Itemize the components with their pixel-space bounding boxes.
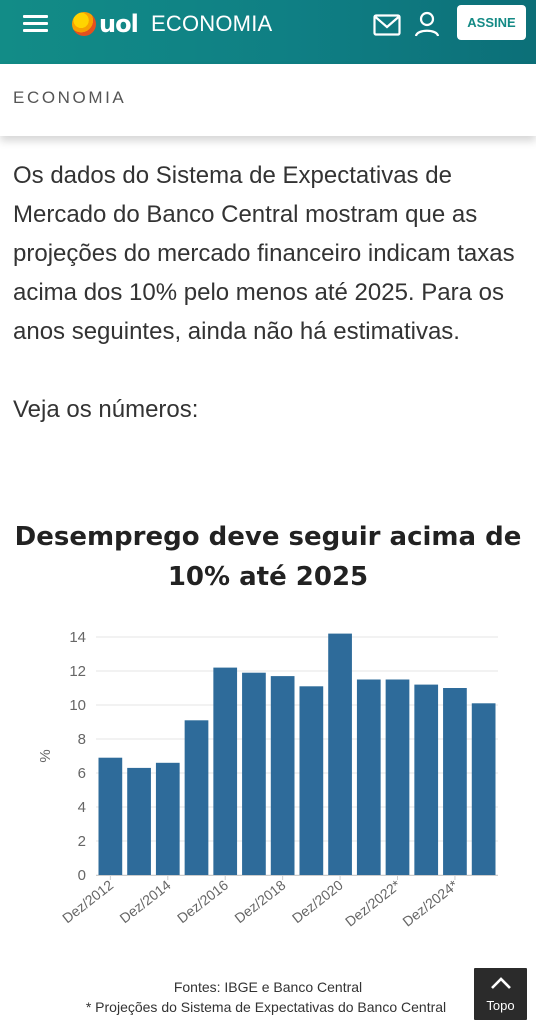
- x-tick-label: Dez/2024*: [399, 876, 461, 929]
- y-tick-label: 12: [69, 663, 86, 680]
- chart-note: * Projeções do Sistema de Expectativas d…: [0, 998, 536, 1016]
- bar: [242, 672, 266, 875]
- section-label[interactable]: ECONOMIA: [13, 88, 127, 107]
- x-tick-label: Dez/2020: [289, 877, 346, 927]
- uol-ball-icon: [72, 12, 96, 36]
- menu-icon[interactable]: [23, 13, 48, 35]
- bar: [328, 633, 352, 875]
- logo-text: uol: [99, 10, 139, 38]
- bar: [356, 679, 381, 875]
- x-tick-label: Dez/2022*: [342, 876, 404, 929]
- back-to-top-label: Topo: [486, 998, 515, 1013]
- bar: [299, 686, 324, 875]
- article-body: Os dados do Sistema de Expectativas de M…: [13, 156, 523, 429]
- bar: [155, 762, 180, 875]
- chart-title: Desemprego deve seguir acima de 10% até …: [14, 522, 522, 592]
- bar: [127, 767, 151, 875]
- bar: [471, 703, 496, 875]
- y-tick-label: 14: [69, 629, 86, 646]
- article-paragraph: Os dados do Sistema de Expectativas de M…: [13, 162, 515, 345]
- y-tick-label: 6: [78, 765, 86, 782]
- bar: [385, 679, 410, 875]
- bar: [270, 676, 295, 875]
- y-tick-label: 8: [78, 731, 86, 748]
- y-tick-label: 0: [78, 867, 86, 884]
- uol-logo[interactable]: uol: [72, 9, 139, 39]
- bar: [213, 667, 238, 875]
- chart-note-text: * Projeções do Sistema de Expectativas d…: [85, 999, 447, 1015]
- x-tick-label: Dez/2012: [59, 877, 116, 927]
- bar: [98, 757, 123, 875]
- chevron-up-icon: [491, 977, 511, 989]
- back-to-top-button[interactable]: Topo: [474, 968, 527, 1020]
- bar: [184, 720, 209, 875]
- subscribe-button[interactable]: ASSINE: [457, 5, 526, 40]
- x-tick-label: Dez/2014: [117, 877, 174, 927]
- bar: [443, 688, 467, 875]
- x-tick-label: Dez/2018: [231, 877, 288, 927]
- user-icon[interactable]: [414, 10, 440, 38]
- chart-source: Fontes: IBGE e Banco Central: [173, 979, 363, 995]
- top-bar: uol ECONOMIA ASSINE: [0, 0, 536, 64]
- section-header: ECONOMIA: [0, 64, 536, 136]
- article-paragraph: Veja os números:: [13, 396, 199, 423]
- x-tick-label: Dez/2016: [174, 877, 231, 927]
- header-section-name[interactable]: ECONOMIA: [151, 11, 273, 36]
- y-tick-label: 2: [78, 833, 86, 850]
- y-axis-label: %: [37, 749, 54, 762]
- mail-icon[interactable]: [373, 14, 401, 36]
- bar: [414, 684, 439, 875]
- y-tick-label: 10: [69, 697, 86, 714]
- y-tick-label: 4: [78, 799, 86, 816]
